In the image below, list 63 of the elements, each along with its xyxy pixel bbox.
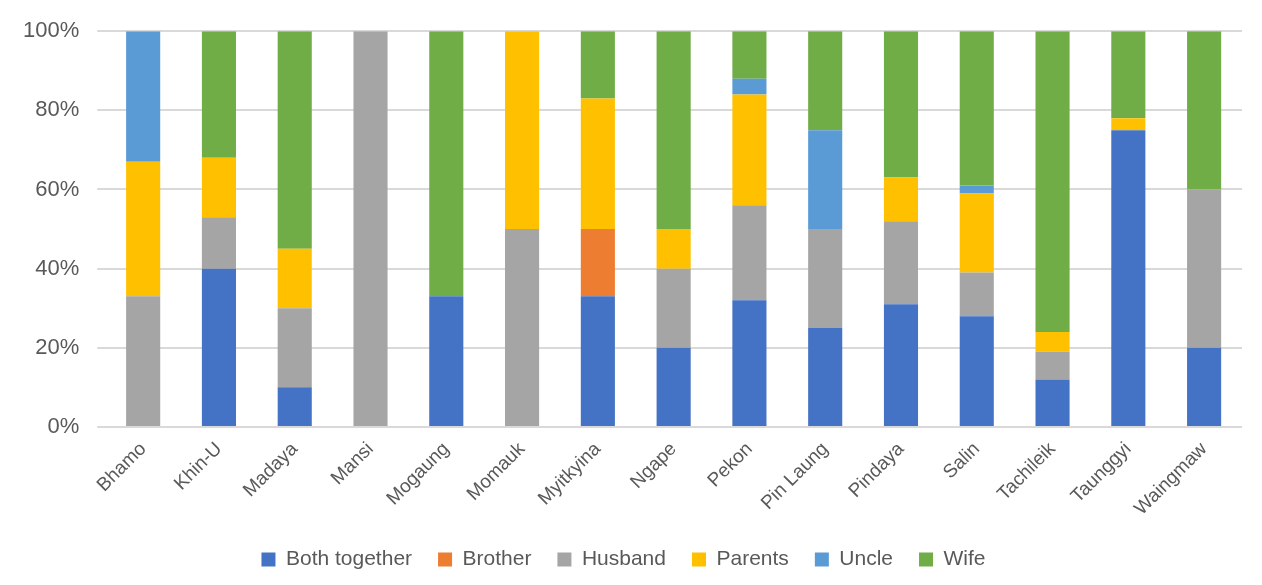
bar <box>732 300 767 426</box>
bar <box>277 308 312 388</box>
legend-label: Both together <box>285 546 413 570</box>
bar <box>883 221 919 305</box>
bar <box>656 229 691 269</box>
bar <box>429 31 464 297</box>
bar <box>732 205 767 301</box>
bar <box>959 193 994 273</box>
y-tick-label: 20% <box>35 333 80 359</box>
y-tick-label: 100% <box>22 17 80 43</box>
legend-label: Wife <box>943 546 986 570</box>
legend-label: Brother <box>462 546 532 570</box>
bar <box>580 229 615 297</box>
bar <box>353 31 388 426</box>
bar <box>808 328 843 426</box>
y-tick-label: 40% <box>35 254 80 280</box>
bar <box>1035 351 1070 380</box>
bar <box>732 31 767 79</box>
bar <box>808 31 843 131</box>
bar <box>808 130 843 230</box>
bar <box>1187 31 1222 190</box>
bar <box>883 177 919 222</box>
bar <box>201 31 236 158</box>
y-tick-label: 60% <box>35 175 80 201</box>
bar <box>201 268 236 426</box>
bar <box>732 94 767 206</box>
bar <box>959 316 994 426</box>
legend-label: Husband <box>581 546 666 570</box>
bar <box>201 217 236 269</box>
bar <box>1111 118 1146 131</box>
bar <box>1187 189 1222 348</box>
bar <box>1035 331 1070 352</box>
bar <box>201 157 236 218</box>
bar <box>126 161 161 297</box>
bar <box>1111 130 1146 426</box>
bar <box>883 31 919 178</box>
y-tick-label: 0% <box>47 412 80 438</box>
bar <box>126 31 161 162</box>
bar <box>505 229 540 426</box>
bar <box>277 387 312 426</box>
bar <box>959 31 994 186</box>
bar <box>277 31 312 249</box>
legend-label: Parents <box>716 546 789 570</box>
bar <box>959 272 994 317</box>
legend-label: Uncle <box>839 546 894 570</box>
bar <box>429 296 464 426</box>
bar <box>732 78 767 95</box>
bar <box>277 248 312 309</box>
bar <box>1187 347 1222 426</box>
bar <box>808 229 843 328</box>
bar <box>580 296 615 426</box>
bar <box>883 304 919 426</box>
bar <box>656 268 691 348</box>
bar <box>656 347 691 426</box>
bar <box>505 31 540 230</box>
bar <box>1111 31 1146 119</box>
bar <box>126 296 161 426</box>
bar <box>580 31 615 99</box>
bar <box>580 98 615 230</box>
bar <box>656 31 691 230</box>
bar <box>1035 379 1070 426</box>
y-tick-label: 80% <box>35 96 80 122</box>
bar <box>1035 31 1070 332</box>
